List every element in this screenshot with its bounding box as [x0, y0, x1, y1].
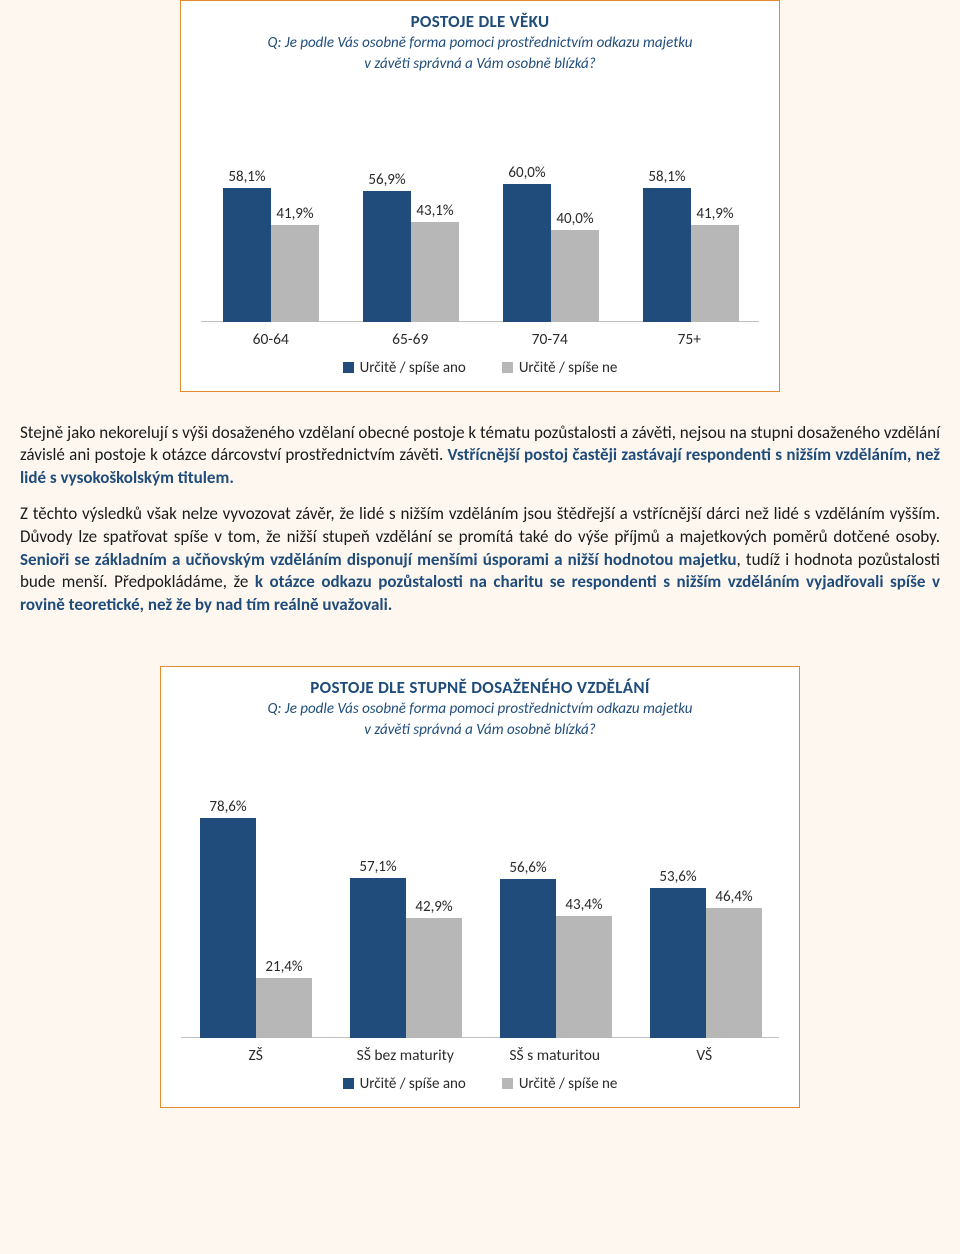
bar-group: 56,6% 43,4% [500, 859, 612, 1037]
para2-text1: Z těchto výsledků však nelze vyvozovat z… [20, 503, 940, 547]
bar-rect [363, 191, 411, 322]
category-label: ZŠ [181, 1046, 331, 1065]
paragraph-1: Stejně jako nekorelují s výši dosaženého… [20, 422, 940, 490]
bar-yes-label: 53,6% [659, 868, 696, 886]
para2-highlight1: Senioři se základním a učňovským vzdělán… [20, 549, 736, 570]
bar-rect [200, 818, 256, 1038]
bar-yes-label: 58,1% [648, 168, 685, 186]
bar-yes: 58,1% [223, 168, 271, 322]
bar-yes: 58,1% [643, 168, 691, 322]
category-label: 60-64 [201, 330, 341, 349]
bar-group: 58,1% 41,9% [223, 168, 319, 322]
bar-group: 53,6% 46,4% [650, 868, 762, 1038]
bar-rect [350, 878, 406, 1038]
bar-no: 43,1% [411, 202, 459, 321]
bar-no: 21,4% [256, 958, 312, 1038]
bar-yes: 78,6% [200, 798, 256, 1038]
category-label: 70-74 [480, 330, 620, 349]
bar-no-label: 41,9% [276, 205, 313, 223]
legend-yes: Určitě / spíše ano [343, 359, 466, 377]
chart-edu-subtitle-1: Q: Je podle Vás osobně forma pomoci pros… [181, 700, 779, 719]
category-label: 75+ [620, 330, 760, 349]
bar-rect [406, 918, 462, 1038]
bar-rect [650, 888, 706, 1038]
bar-no-label: 41,9% [696, 205, 733, 223]
bar-no-label: 43,4% [565, 896, 602, 914]
bar-yes-label: 60,0% [508, 164, 545, 182]
legend-no: Určitě / spíše ne [502, 359, 618, 377]
chart-age-subtitle-2: v závěti správná a Vám osobně blízká? [201, 55, 759, 74]
bar-rect [556, 916, 612, 1038]
chart-edu-plot: 78,6% 21,4% 57,1% 42,9% 56,6% 43,4% 53,6% 46,4% [181, 758, 779, 1038]
bar-rect [256, 978, 312, 1038]
bar-rect [706, 908, 762, 1038]
bar-no-label: 21,4% [265, 958, 302, 976]
bar-rect [271, 225, 319, 321]
bar-no: 41,9% [271, 205, 319, 321]
bar-group: 56,9% 43,1% [363, 171, 459, 322]
legend-yes: Určitě / spíše ano [343, 1075, 466, 1093]
bar-no: 42,9% [406, 898, 462, 1038]
bar-rect [551, 230, 599, 322]
bar-group: 57,1% 42,9% [350, 858, 462, 1038]
category-label: VŠ [630, 1046, 780, 1065]
swatch-yes-icon [343, 1078, 354, 1089]
chart-edu-categories: ZŠSŠ bez maturitySŠ s maturitouVŠ [181, 1046, 779, 1065]
chart-edu-legend: Určitě / spíše ano Určitě / spíše ne [181, 1075, 779, 1093]
category-label: SŠ s maturitou [480, 1046, 630, 1065]
chart-age-plot: 58,1% 41,9% 56,9% 43,1% 60,0% 40,0% 58,1% 41,9% [201, 92, 759, 322]
bar-rect [643, 188, 691, 322]
chart-age: POSTOJE DLE VĚKU Q: Je podle Vás osobně … [180, 0, 780, 392]
bar-no-label: 46,4% [715, 888, 752, 906]
bar-rect [691, 225, 739, 321]
bar-yes-label: 57,1% [359, 858, 396, 876]
bar-no-label: 43,1% [416, 202, 453, 220]
bar-yes-label: 56,9% [368, 171, 405, 189]
chart-age-legend: Určitě / spíše ano Určitě / spíše ne [201, 359, 759, 377]
bar-no: 43,4% [556, 896, 612, 1038]
bar-group: 60,0% 40,0% [503, 164, 599, 322]
bar-rect [411, 222, 459, 321]
legend-yes-label: Určitě / spíše ano [360, 1075, 466, 1093]
bar-rect [500, 879, 556, 1037]
legend-no-label: Určitě / spíše ne [519, 1075, 618, 1093]
swatch-no-icon [502, 1078, 513, 1089]
bar-no-label: 40,0% [556, 210, 593, 228]
bar-yes-label: 56,6% [509, 859, 546, 877]
bar-no-label: 42,9% [415, 898, 452, 916]
bar-no: 41,9% [691, 205, 739, 321]
bar-yes: 60,0% [503, 164, 551, 322]
bar-yes: 57,1% [350, 858, 406, 1038]
category-label: SŠ bez maturity [331, 1046, 481, 1065]
bar-group: 78,6% 21,4% [200, 798, 312, 1038]
legend-no: Určitě / spíše ne [502, 1075, 618, 1093]
bar-yes-label: 58,1% [228, 168, 265, 186]
bar-yes: 56,6% [500, 859, 556, 1037]
bar-yes: 53,6% [650, 868, 706, 1038]
legend-yes-label: Určitě / spíše ano [360, 359, 466, 377]
chart-age-categories: 60-6465-6970-7475+ [201, 330, 759, 349]
chart-education: POSTOJE DLE STUPNĚ DOSAŽENÉHO VZDĚLÁNÍ Q… [160, 666, 800, 1108]
bar-group: 58,1% 41,9% [643, 168, 739, 322]
body-text: Stejně jako nekorelují s výši dosaženého… [20, 422, 940, 617]
bar-no: 46,4% [706, 888, 762, 1038]
bar-no: 40,0% [551, 210, 599, 322]
bar-yes: 56,9% [363, 171, 411, 322]
chart-age-subtitle-1: Q: Je podle Vás osobně forma pomoci pros… [201, 34, 759, 53]
bar-rect [223, 188, 271, 322]
paragraph-2: Z těchto výsledků však nelze vyvozovat z… [20, 503, 940, 616]
bar-yes-label: 78,6% [209, 798, 246, 816]
chart-age-title: POSTOJE DLE VĚKU [201, 11, 759, 32]
category-label: 65-69 [341, 330, 481, 349]
swatch-yes-icon [343, 362, 354, 373]
swatch-no-icon [502, 362, 513, 373]
bar-rect [503, 184, 551, 322]
chart-edu-subtitle-2: v závěti správná a Vám osobně blízká? [181, 721, 779, 740]
chart-edu-title: POSTOJE DLE STUPNĚ DOSAŽENÉHO VZDĚLÁNÍ [181, 677, 779, 698]
legend-no-label: Určitě / spíše ne [519, 359, 618, 377]
